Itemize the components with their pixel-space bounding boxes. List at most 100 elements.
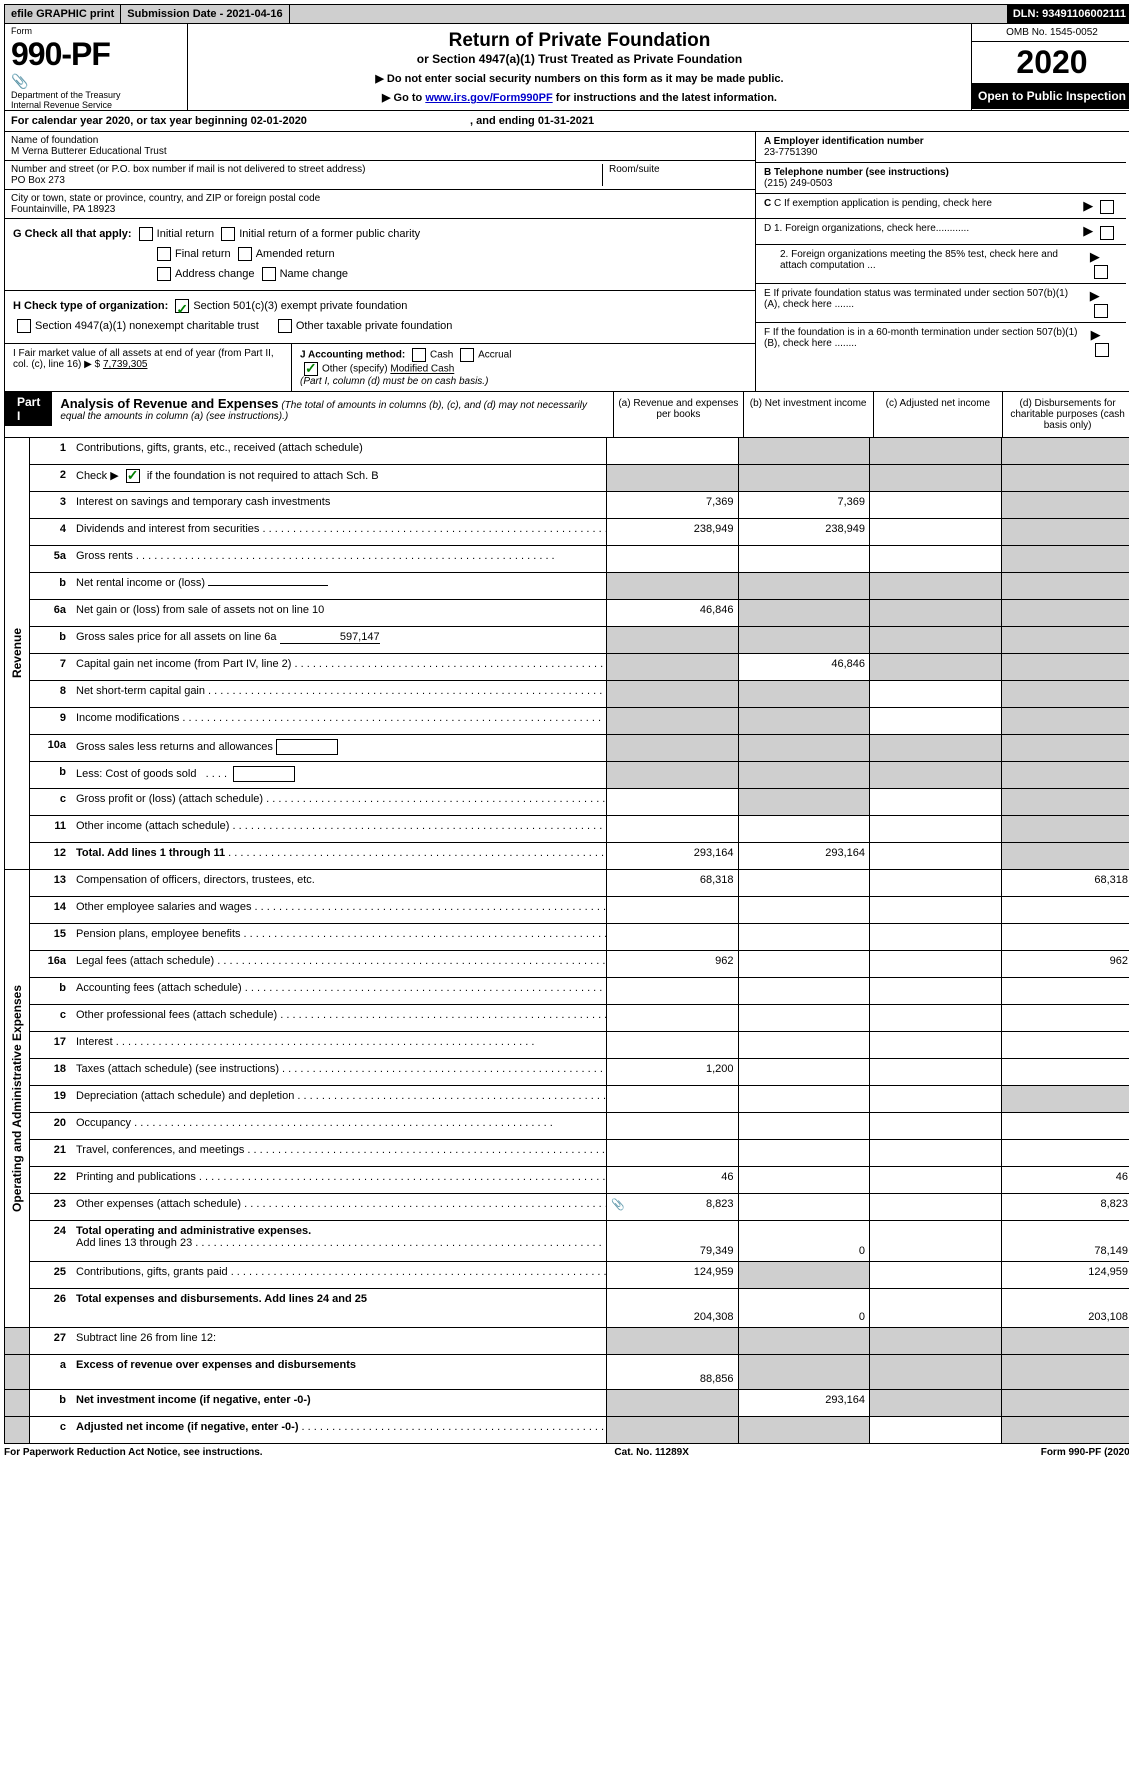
line-21: 21 Travel, conferences, and meetings bbox=[29, 1140, 1129, 1167]
part1-header-row: Part I Analysis of Revenue and Expenses … bbox=[4, 392, 1129, 438]
attachment-icon[interactable]: 📎 bbox=[611, 1198, 625, 1211]
s4947-checkbox[interactable] bbox=[17, 319, 31, 333]
final-return-checkbox[interactable] bbox=[157, 247, 171, 261]
title-box: Return of Private Foundation or Section … bbox=[188, 24, 971, 110]
form-header: Form 990-PF 📎 Department of the Treasury… bbox=[4, 24, 1129, 111]
line-1: 1 Contributions, gifts, grants, etc., re… bbox=[29, 438, 1129, 465]
form-number: 990-PF bbox=[11, 36, 181, 73]
line-12: 12 Total. Add lines 1 through 11 293,164… bbox=[29, 843, 1129, 870]
line-10a: 10a Gross sales less returns and allowan… bbox=[29, 735, 1129, 762]
60month-checkbox[interactable] bbox=[1095, 343, 1109, 357]
ident-right: A Employer identification number 23-7751… bbox=[756, 132, 1126, 391]
g-section: G Check all that apply: Initial return I… bbox=[5, 219, 755, 291]
terminated-checkbox[interactable] bbox=[1094, 304, 1108, 318]
other-method-checkbox[interactable] bbox=[304, 362, 318, 376]
year-box: OMB No. 1545-0052 2020 Open to Public In… bbox=[971, 24, 1129, 110]
line-16b: b Accounting fees (attach schedule) bbox=[29, 978, 1129, 1005]
note-link: ▶ Go to www.irs.gov/Form990PF for instru… bbox=[196, 91, 963, 104]
line-9: 9 Income modifications bbox=[29, 708, 1129, 735]
expenses-label: Operating and Administrative Expenses bbox=[4, 870, 29, 1328]
col-d-head: (d) Disbursements for charitable purpose… bbox=[1003, 392, 1129, 437]
d1-row: D 1. Foreign organizations, check here..… bbox=[756, 219, 1126, 244]
open-inspection: Open to Public Inspection bbox=[972, 83, 1129, 109]
omb-number: OMB No. 1545-0052 bbox=[972, 24, 1129, 42]
line-13: 13 Compensation of officers, directors, … bbox=[29, 870, 1129, 897]
phone-row: B Telephone number (see instructions) (2… bbox=[756, 163, 1126, 194]
i-section: I Fair market value of all assets at end… bbox=[5, 344, 292, 391]
line-5a: 5a Gross rents bbox=[29, 546, 1129, 573]
line-10c: c Gross profit or (loss) (attach schedul… bbox=[29, 789, 1129, 816]
cash-checkbox[interactable] bbox=[412, 348, 426, 362]
ident-left: Name of foundation M Verna Butterer Educ… bbox=[5, 132, 756, 391]
line-17: 17 Interest bbox=[29, 1032, 1129, 1059]
amended-return-checkbox[interactable] bbox=[238, 247, 252, 261]
line-2: 2 Check ▶ if the foundation is not requi… bbox=[29, 465, 1129, 492]
line-3: 3 Interest on savings and temporary cash… bbox=[29, 492, 1129, 519]
line-25: 25 Contributions, gifts, grants paid 124… bbox=[29, 1262, 1129, 1289]
line-26: 26 Total expenses and disbursements. Add… bbox=[29, 1289, 1129, 1328]
sch-b-checkbox[interactable] bbox=[126, 469, 140, 483]
line-23: 23 Other expenses (attach schedule) 📎8,8… bbox=[29, 1194, 1129, 1221]
note-ssn: ▶ Do not enter social security numbers o… bbox=[196, 72, 963, 85]
line-22: 22 Printing and publications 4646 bbox=[29, 1167, 1129, 1194]
foreign-85-checkbox[interactable] bbox=[1094, 265, 1108, 279]
line-27a: a Excess of revenue over expenses and di… bbox=[4, 1355, 1129, 1390]
expenses-section: Operating and Administrative Expenses 13… bbox=[4, 870, 1129, 1328]
form-subtitle: or Section 4947(a)(1) Trust Treated as P… bbox=[196, 52, 963, 66]
accrual-checkbox[interactable] bbox=[460, 348, 474, 362]
dln: DLN: 93491106002111 bbox=[1007, 5, 1129, 23]
s501c3-checkbox[interactable] bbox=[175, 299, 189, 313]
efile-label[interactable]: efile GRAPHIC print bbox=[5, 5, 121, 23]
attachment-icon: 📎 bbox=[11, 73, 181, 90]
name-change-checkbox[interactable] bbox=[262, 267, 276, 281]
other-taxable-checkbox[interactable] bbox=[278, 319, 292, 333]
line-27b: b Net investment income (if negative, en… bbox=[4, 1390, 1129, 1417]
initial-return-checkbox[interactable] bbox=[139, 227, 153, 241]
submission-date: Submission Date - 2021-04-16 bbox=[121, 5, 289, 23]
city-row: City or town, state or province, country… bbox=[5, 190, 755, 219]
cat-no: Cat. No. 11289X bbox=[614, 1447, 688, 1458]
line-5b: b Net rental income or (loss) bbox=[29, 573, 1129, 600]
line-6b: b Gross sales price for all assets on li… bbox=[29, 627, 1129, 654]
form-label: Form bbox=[11, 26, 181, 36]
dept-label: Department of the Treasury bbox=[11, 90, 181, 100]
form-ref: Form 990-PF (2020) bbox=[1041, 1447, 1129, 1458]
line-19: 19 Depreciation (attach schedule) and de… bbox=[29, 1086, 1129, 1113]
top-bar: efile GRAPHIC print Submission Date - 20… bbox=[4, 4, 1129, 24]
form-title: Return of Private Foundation bbox=[196, 30, 963, 52]
revenue-label: Revenue bbox=[4, 438, 29, 870]
h-section: H Check type of organization: Section 50… bbox=[5, 291, 755, 344]
paperwork-notice: For Paperwork Reduction Act Notice, see … bbox=[4, 1447, 263, 1458]
foreign-org-checkbox[interactable] bbox=[1100, 226, 1114, 240]
line-24: 24 Total operating and administrative ex… bbox=[29, 1221, 1129, 1262]
line-7: 7 Capital gain net income (from Part IV,… bbox=[29, 654, 1129, 681]
line-27c: c Adjusted net income (if negative, ente… bbox=[4, 1417, 1129, 1444]
line-4: 4 Dividends and interest from securities… bbox=[29, 519, 1129, 546]
part1-title-cell: Part I Analysis of Revenue and Expenses … bbox=[5, 392, 614, 437]
irs-label: Internal Revenue Service bbox=[11, 100, 181, 110]
col-a-head: (a) Revenue and expenses per books bbox=[614, 392, 744, 437]
j-section: J Accounting method: Cash Accrual Other … bbox=[292, 344, 755, 391]
line-6a: 6a Net gain or (loss) from sale of asset… bbox=[29, 600, 1129, 627]
address-row: Number and street (or P.O. box number if… bbox=[5, 161, 755, 190]
f-row: F If the foundation is in a 60-month ter… bbox=[756, 323, 1126, 361]
line-16a: 16a Legal fees (attach schedule) 962962 bbox=[29, 951, 1129, 978]
form990pf-link[interactable]: www.irs.gov/Form990PF bbox=[425, 92, 552, 104]
cal-year-text: For calendar year 2020, or tax year begi… bbox=[5, 111, 600, 131]
line-11: 11 Other income (attach schedule) bbox=[29, 816, 1129, 843]
line-27: 27 Subtract line 26 from line 12: bbox=[4, 1328, 1129, 1355]
line-16c: c Other professional fees (attach schedu… bbox=[29, 1005, 1129, 1032]
line-14: 14 Other employee salaries and wages bbox=[29, 897, 1129, 924]
line-15: 15 Pension plans, employee benefits bbox=[29, 924, 1129, 951]
tax-year: 2020 bbox=[972, 42, 1129, 83]
ein-row: A Employer identification number 23-7751… bbox=[756, 132, 1126, 163]
footer: For Paperwork Reduction Act Notice, see … bbox=[4, 1444, 1129, 1461]
address-change-checkbox[interactable] bbox=[157, 267, 171, 281]
d2-row: 2. Foreign organizations meeting the 85%… bbox=[756, 245, 1126, 284]
exemption-pending-checkbox[interactable] bbox=[1100, 200, 1114, 214]
foundation-name: Name of foundation M Verna Butterer Educ… bbox=[5, 132, 755, 161]
line-27-block: 27 Subtract line 26 from line 12: a Exce… bbox=[4, 1328, 1129, 1444]
initial-former-checkbox[interactable] bbox=[221, 227, 235, 241]
col-c-head: (c) Adjusted net income bbox=[874, 392, 1004, 437]
calendar-year-row: For calendar year 2020, or tax year begi… bbox=[4, 111, 1129, 132]
